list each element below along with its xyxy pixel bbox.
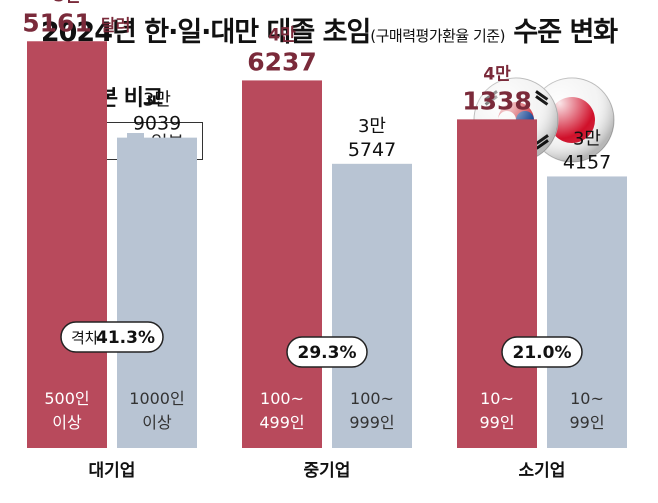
bar-japan-1: [332, 163, 412, 449]
title-note: (구매력평가환율 기준): [370, 27, 505, 45]
value-label-korea-unit-0: 달러: [101, 15, 130, 34]
bar-korea-2: [457, 119, 537, 448]
bar-korea-1: [242, 80, 322, 449]
value-label-japan-top-0: 3만: [143, 90, 171, 111]
bar-label-korea-1-0: 500인: [44, 389, 89, 408]
gap-pill-2: [501, 336, 583, 368]
gap-value-1: 29.3%: [298, 343, 357, 363]
bar-label-korea-1-1: 100~: [260, 389, 304, 408]
bar-label-japan-2-1: 999인: [349, 413, 394, 432]
value-label-korea-top-0: 5만: [53, 0, 81, 6]
bar-label-korea-1-2: 10~: [480, 389, 514, 408]
value-label-japan-bottom-0: 9039: [133, 113, 181, 135]
category-label-0: 대기업: [89, 461, 136, 481]
gap-pill-1: [286, 336, 368, 368]
value-label-japan-bottom-1: 5747: [348, 139, 396, 161]
bar-korea-0: [27, 41, 107, 448]
bar-label-japan-2-2: 99인: [569, 413, 604, 432]
bar-label-japan-2-0: 이상: [142, 413, 172, 432]
value-label-japan-top-2: 3만: [573, 128, 601, 149]
gap-value-2: 21.0%: [513, 343, 572, 363]
value-label-korea-top-2: 4만: [483, 64, 511, 84]
gap-value-0: 41.3%: [96, 328, 155, 348]
bar-label-japan-1-2: 10~: [570, 389, 604, 408]
value-label-japan-top-1: 3만: [358, 116, 386, 137]
value-label-korea-bottom-0: 5161: [22, 8, 92, 37]
gap-pill-0: [60, 321, 164, 353]
bar-japan-2: [547, 176, 627, 448]
bar-japan-0: [117, 137, 197, 448]
value-label-korea-top-1: 4만: [268, 25, 296, 45]
bar-label-korea-2-0: 이상: [52, 413, 82, 432]
value-label-japan-bottom-2: 4157: [563, 151, 611, 173]
category-label-2: 소기업: [519, 461, 566, 481]
value-label-korea-bottom-1: 6237: [247, 47, 317, 76]
gap-prefix-0: 격차: [71, 329, 99, 347]
title-end: 수준 변화: [513, 17, 618, 48]
bar-label-korea-2-2: 99인: [479, 413, 514, 432]
bar-label-korea-2-1: 499인: [259, 413, 304, 432]
bar-label-japan-1-0: 1000인: [129, 389, 184, 408]
bar-label-japan-1-1: 100~: [350, 389, 394, 408]
value-label-korea-bottom-2: 1338: [462, 86, 532, 115]
category-label-1: 중기업: [304, 461, 351, 481]
